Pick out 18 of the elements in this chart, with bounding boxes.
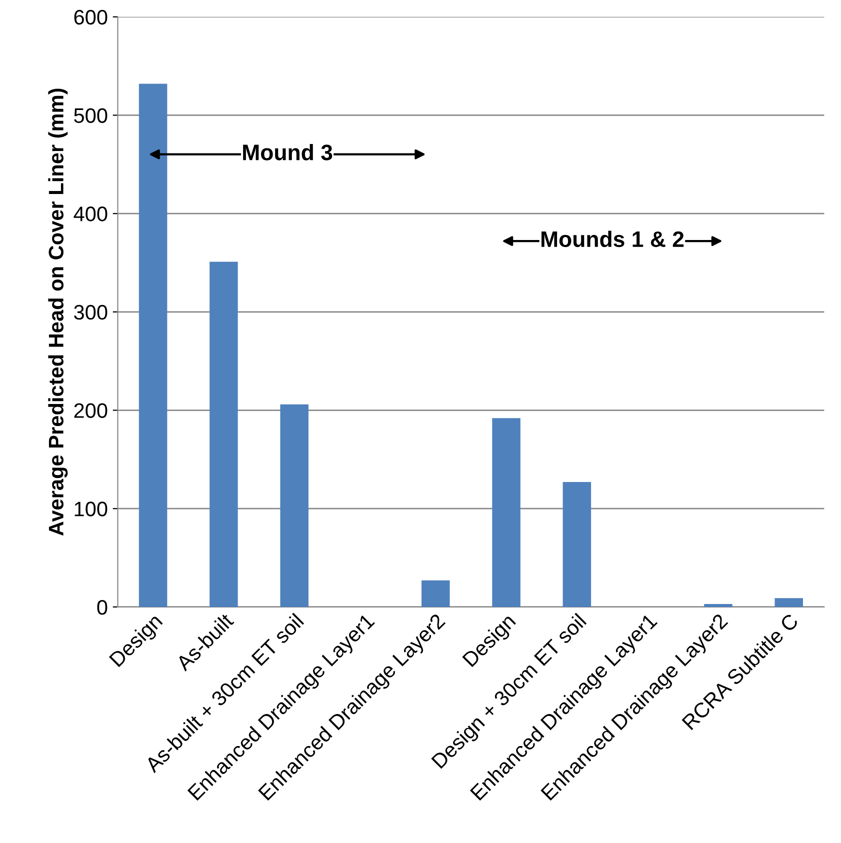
- y-tick-label: 300: [74, 304, 108, 320]
- annotation: Mound 3: [243, 144, 332, 160]
- bar: [774, 598, 803, 607]
- y-tick-label: 200: [74, 403, 108, 418]
- bar: [210, 262, 238, 607]
- bar: [562, 482, 592, 607]
- y-tick-label: 0: [97, 600, 108, 615]
- y-tick-label: 600: [74, 10, 108, 25]
- y-axis-title: Average Predicted Head on Cover Liner (mm): [48, 88, 68, 536]
- y-tick-label: 400: [74, 206, 108, 222]
- annotation: Mounds 1 & 2: [542, 230, 684, 248]
- y-tick-label: 500: [74, 108, 108, 123]
- bar: [422, 580, 450, 607]
- bar: [704, 604, 732, 607]
- y-tick-label: 100: [74, 502, 108, 516]
- bar: [492, 418, 520, 607]
- bar: [280, 404, 308, 607]
- bar: [138, 84, 168, 607]
